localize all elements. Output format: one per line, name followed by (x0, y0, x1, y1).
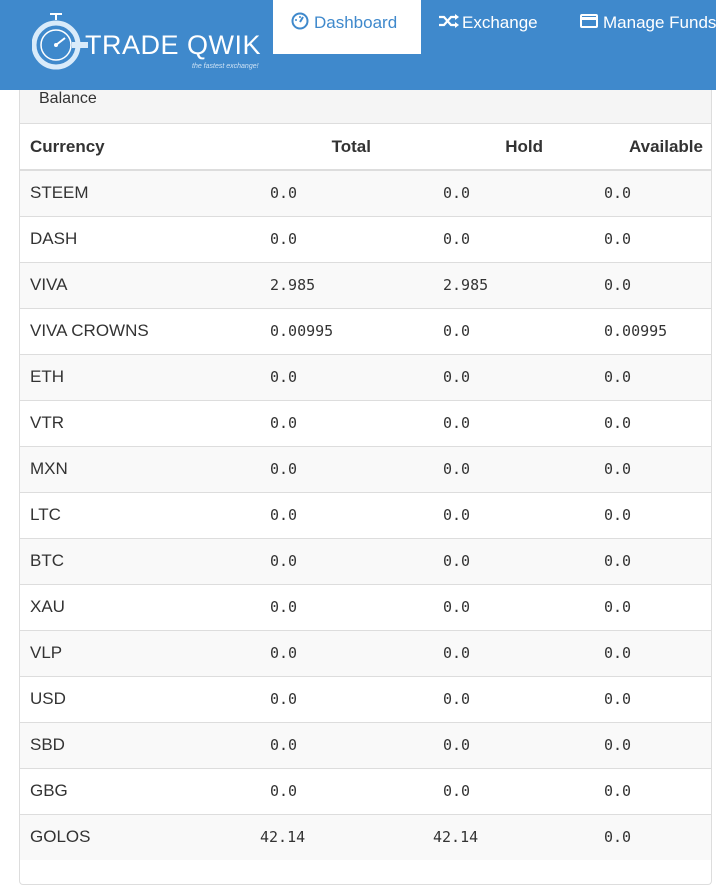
hold-cell: 0.0 (381, 491, 553, 538)
total-cell: 42.14 (250, 813, 381, 860)
hold-cell: 0.0 (381, 215, 553, 262)
available-cell: 0.0 (553, 721, 711, 768)
trade-qwik-logo[interactable]: TRADE QWIK the fastest exchange! (32, 8, 262, 74)
table-row: VTR 0.0 0.0 0.0 (20, 399, 711, 446)
available-cell: 0.0 (553, 261, 711, 308)
nav-dashboard[interactable]: Dashboard (273, 0, 421, 54)
currency-cell: GBG (20, 767, 250, 814)
table-row: LTC 0.0 0.0 0.0 (20, 491, 711, 538)
available-cell: 0.0 (553, 767, 711, 814)
total-cell: 0.0 (250, 767, 381, 814)
hold-cell: 0.0 (381, 629, 553, 676)
available-cell: 0.0 (553, 169, 711, 216)
brand-name: TRADE QWIK (85, 30, 262, 60)
table-row: SBD 0.0 0.0 0.0 (20, 721, 711, 768)
hold-cell: 0.0 (381, 537, 553, 584)
table-row: VLP 0.0 0.0 0.0 (20, 629, 711, 676)
currency-cell: VTR (20, 399, 250, 446)
currency-cell: STEEM (20, 169, 250, 216)
balance-table: Currency Total Hold Available STEEM 0.0 0.… (20, 124, 711, 860)
total-cell: 0.0 (250, 169, 381, 216)
hold-cell: 0.0 (381, 583, 553, 630)
total-cell: 0.0 (250, 629, 381, 676)
available-cell: 0.0 (553, 353, 711, 400)
hold-cell: 0.0 (381, 767, 553, 814)
nav-dashboard-label: Dashboard (314, 13, 398, 32)
stopwatch-logo-icon (32, 13, 88, 70)
column-header-currency[interactable]: Currency (20, 124, 250, 171)
available-cell: 0.0 (553, 491, 711, 538)
column-header-hold[interactable]: Hold (381, 124, 553, 171)
credit-card-icon (580, 13, 598, 33)
total-cell: 0.00995 (250, 307, 381, 354)
table-row: VIVA CROWNS 0.00995 0.0 0.00995 (20, 307, 711, 354)
table-header-row: Currency Total Hold Available (20, 124, 711, 171)
shuffle-icon (438, 13, 460, 34)
total-cell: 0.0 (250, 537, 381, 584)
available-cell: 0.0 (553, 675, 711, 722)
nav-exchange-label: Exchange (462, 13, 538, 32)
available-cell: 0.0 (553, 813, 711, 860)
available-cell: 0.0 (553, 215, 711, 262)
hold-cell: 0.0 (381, 353, 553, 400)
available-cell: 0.0 (553, 583, 711, 630)
nav-manage-funds-label: Manage Funds (603, 13, 716, 32)
currency-cell: VIVA CROWNS (20, 307, 250, 354)
total-cell: 0.0 (250, 583, 381, 630)
available-cell: 0.0 (553, 537, 711, 584)
total-cell: 0.0 (250, 721, 381, 768)
available-cell: 0.0 (553, 629, 711, 676)
column-header-total[interactable]: Total (250, 124, 381, 171)
table-row: STEEM 0.0 0.0 0.0 (20, 169, 711, 216)
total-cell: 0.0 (250, 399, 381, 446)
currency-cell: VIVA (20, 261, 250, 308)
hold-cell: 0.0 (381, 169, 553, 216)
total-cell: 0.0 (250, 353, 381, 400)
table-row: ETH 0.0 0.0 0.0 (20, 353, 711, 400)
total-cell: 0.0 (250, 215, 381, 262)
table-row: GOLOS 42.14 42.14 0.0 (20, 813, 711, 860)
total-cell: 0.0 (250, 675, 381, 722)
hold-cell: 0.0 (381, 399, 553, 446)
nav-exchange[interactable]: Exchange (438, 0, 538, 54)
available-cell: 0.0 (553, 445, 711, 492)
table-row: USD 0.0 0.0 0.0 (20, 675, 711, 722)
total-cell: 2.985 (250, 261, 381, 308)
currency-cell: LTC (20, 491, 250, 538)
hold-cell: 0.0 (381, 675, 553, 722)
currency-cell: ETH (20, 353, 250, 400)
balance-heading: Balance (20, 90, 711, 124)
table-row: BTC 0.0 0.0 0.0 (20, 537, 711, 584)
currency-cell: USD (20, 675, 250, 722)
total-cell: 0.0 (250, 491, 381, 538)
currency-cell: VLP (20, 629, 250, 676)
currency-cell: SBD (20, 721, 250, 768)
currency-cell: GOLOS (20, 813, 250, 860)
table-row: GBG 0.0 0.0 0.0 (20, 767, 711, 814)
total-cell: 0.0 (250, 445, 381, 492)
column-header-available[interactable]: Available (553, 124, 711, 171)
table-row: DASH 0.0 0.0 0.0 (20, 215, 711, 262)
currency-cell: XAU (20, 583, 250, 630)
balance-table-body: STEEM 0.0 0.0 0.0 DASH 0.0 0.0 0.0 VIVA 2.985 2.98… (20, 169, 711, 860)
hold-cell: 0.0 (381, 307, 553, 354)
available-cell: 0.0 (553, 399, 711, 446)
currency-cell: BTC (20, 537, 250, 584)
hold-cell: 2.985 (381, 261, 553, 308)
table-row: VIVA 2.985 2.985 0.0 (20, 261, 711, 308)
balance-panel: Balance Currency Total Hold Available ST… (19, 90, 712, 885)
hold-cell: 0.0 (381, 445, 553, 492)
currency-cell: DASH (20, 215, 250, 262)
dashboard-icon (291, 12, 309, 35)
table-row: MXN 0.0 0.0 0.0 (20, 445, 711, 492)
nav-manage-funds[interactable]: Manage Funds (580, 0, 716, 54)
brand-tagline: the fastest exchange! (192, 63, 259, 70)
currency-cell: MXN (20, 445, 250, 492)
hold-cell: 42.14 (381, 813, 553, 860)
available-cell: 0.00995 (553, 307, 711, 354)
hold-cell: 0.0 (381, 721, 553, 768)
top-navbar: TRADE QWIK the fastest exchange! Dashboa… (0, 0, 716, 90)
table-row: XAU 0.0 0.0 0.0 (20, 583, 711, 630)
